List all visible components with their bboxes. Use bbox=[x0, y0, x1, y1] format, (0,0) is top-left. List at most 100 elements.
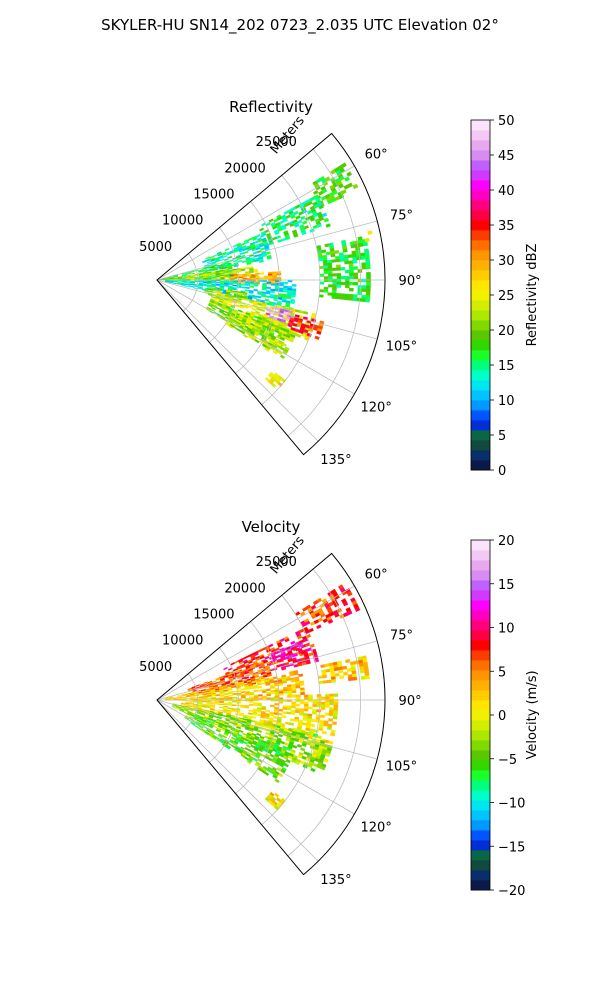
colorbar-swatch bbox=[471, 380, 490, 391]
echo-cell bbox=[257, 686, 262, 689]
echo-region bbox=[264, 791, 287, 811]
azimuth-tick-label: 120° bbox=[361, 401, 392, 416]
echo-cell bbox=[268, 277, 273, 280]
echo-cell bbox=[287, 695, 292, 698]
azimuth-tick-label: 75° bbox=[390, 208, 413, 223]
echo-cell bbox=[211, 296, 216, 299]
echo-cell bbox=[269, 713, 274, 717]
echo-cell bbox=[316, 704, 322, 708]
echo-cell bbox=[336, 264, 341, 268]
echo-cell bbox=[342, 665, 348, 670]
echo-cell bbox=[266, 688, 271, 691]
echo-cell bbox=[232, 288, 237, 291]
colorbar-swatch bbox=[471, 450, 490, 461]
echo-cell bbox=[268, 273, 273, 276]
echo-cell bbox=[260, 308, 266, 313]
echo-cell bbox=[304, 701, 309, 705]
echo-region bbox=[316, 236, 371, 303]
echo-cell bbox=[257, 689, 263, 692]
echo-cell bbox=[219, 695, 225, 697]
panel-title: Velocity bbox=[242, 518, 301, 536]
echo-cell bbox=[298, 330, 304, 335]
echo-region bbox=[294, 584, 361, 635]
echo-cell bbox=[334, 594, 340, 600]
echo-cell bbox=[228, 283, 233, 285]
echo-cell bbox=[310, 767, 316, 773]
echo-cell bbox=[228, 325, 234, 329]
colorbar-swatch bbox=[471, 410, 490, 421]
colorbar-swatch bbox=[471, 140, 490, 151]
range-ring bbox=[209, 227, 239, 343]
echo-cell bbox=[300, 689, 305, 693]
echo-cell bbox=[184, 708, 189, 711]
echo-cell bbox=[245, 654, 251, 659]
echo-cell bbox=[177, 278, 183, 280]
range-tick-label: 5000 bbox=[139, 240, 172, 255]
echo-cell bbox=[282, 707, 288, 710]
colorbar-tick-label: 25 bbox=[498, 289, 515, 304]
echo-cell bbox=[279, 336, 286, 341]
echo-cell bbox=[349, 269, 354, 274]
echo-cell bbox=[265, 709, 271, 713]
echo-cell bbox=[299, 310, 305, 314]
echo-cell bbox=[258, 748, 264, 753]
echo-cell bbox=[319, 273, 325, 277]
echo-cell bbox=[345, 278, 350, 283]
colorbar-swatch bbox=[471, 610, 490, 621]
azimuth-spoke bbox=[156, 699, 355, 815]
echo-cell bbox=[290, 712, 296, 715]
echo-cell bbox=[240, 706, 245, 709]
range-ring bbox=[287, 568, 361, 857]
echo-cell bbox=[332, 721, 337, 726]
echo-cell bbox=[360, 255, 366, 260]
echo-cell bbox=[245, 286, 250, 289]
echo-cell bbox=[361, 265, 367, 270]
echo-cell bbox=[354, 606, 361, 612]
echo-cell bbox=[316, 694, 322, 698]
echo-cell bbox=[328, 278, 333, 282]
echo-cell bbox=[188, 709, 194, 712]
echo-cell bbox=[249, 282, 255, 285]
echo-region bbox=[364, 230, 373, 243]
echo-cell bbox=[333, 704, 339, 709]
echo-cell bbox=[319, 289, 324, 293]
echo-cell bbox=[255, 272, 260, 275]
colorbar-swatch bbox=[471, 210, 490, 221]
echo-cell bbox=[325, 668, 331, 673]
echo-cell bbox=[210, 269, 216, 272]
colorbar: 0 5 10 15 20 25 30 35 40 45 50 Reflectivity dBZ bbox=[470, 114, 540, 479]
echo-cell bbox=[324, 663, 330, 668]
echo-cell bbox=[306, 647, 312, 652]
echo-cell bbox=[227, 704, 233, 706]
echo-cell bbox=[236, 690, 242, 693]
range-tick-label: 20000 bbox=[224, 161, 265, 176]
echo-cell bbox=[311, 718, 316, 723]
echo-cell bbox=[320, 765, 326, 771]
echo-cell bbox=[277, 643, 283, 648]
echo-cell bbox=[299, 611, 306, 617]
echo-cell bbox=[325, 752, 331, 758]
colorbar-swatch bbox=[471, 120, 490, 131]
sector-frame bbox=[156, 552, 386, 876]
echo-cell bbox=[252, 757, 258, 762]
echo-cell bbox=[328, 710, 334, 714]
echo-cell bbox=[194, 277, 200, 279]
colorbar-tick-label: 5 bbox=[498, 665, 506, 680]
echo-cell bbox=[213, 253, 219, 257]
echo-cell bbox=[243, 305, 249, 309]
echo-cell bbox=[231, 704, 237, 707]
echo-cell bbox=[361, 262, 367, 267]
echo-cell bbox=[352, 256, 358, 261]
colorbar-tick-label: 30 bbox=[498, 254, 515, 269]
echo-cell bbox=[365, 298, 370, 303]
echo-cell bbox=[244, 289, 250, 292]
echo-cell bbox=[327, 265, 333, 269]
echo-cell bbox=[291, 701, 296, 705]
echo-cell bbox=[248, 700, 254, 703]
echo-cell bbox=[292, 322, 298, 327]
echo-cell bbox=[264, 735, 270, 739]
echo-cell bbox=[239, 305, 244, 309]
echo-cell bbox=[344, 293, 350, 298]
echo-cell bbox=[228, 692, 233, 695]
echo-cell bbox=[300, 692, 305, 695]
